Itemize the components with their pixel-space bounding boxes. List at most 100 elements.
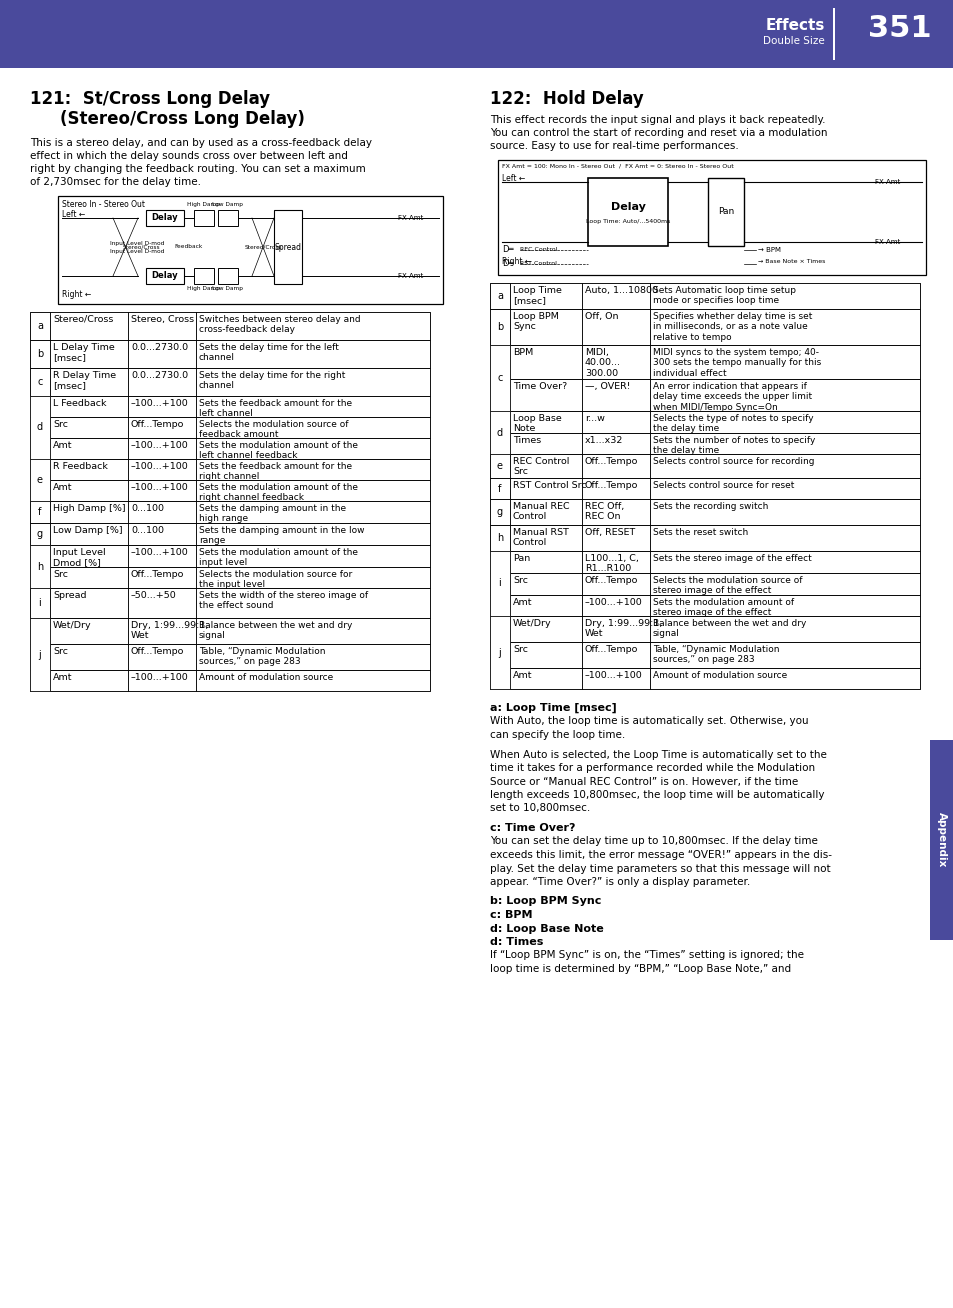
Bar: [490, 573, 919, 595]
Bar: [30, 459, 50, 501]
Bar: [490, 433, 919, 454]
Text: Spread: Spread: [274, 242, 301, 251]
Bar: [128, 459, 195, 480]
Text: h: h: [37, 561, 43, 572]
Text: g: g: [37, 528, 43, 539]
Bar: [30, 459, 50, 480]
Bar: [128, 480, 195, 501]
Bar: [649, 379, 919, 411]
Text: High Damp [%]: High Damp [%]: [53, 504, 126, 513]
Text: Off...Tempo: Off...Tempo: [131, 647, 184, 657]
Text: R Delay Time
[msec]: R Delay Time [msec]: [53, 371, 116, 390]
Text: time it takes for a performance recorded while the Modulation: time it takes for a performance recorded…: [490, 763, 814, 773]
Bar: [581, 379, 649, 411]
Bar: [30, 368, 430, 396]
Bar: [30, 566, 430, 589]
Text: Sets the damping amount in the low
range: Sets the damping amount in the low range: [199, 526, 364, 545]
Text: Sets the recording switch: Sets the recording switch: [652, 502, 767, 511]
Bar: [58, 196, 442, 303]
Bar: [30, 396, 50, 417]
Bar: [50, 417, 128, 438]
Bar: [490, 525, 510, 551]
Text: d: d: [497, 417, 502, 426]
Text: h: h: [497, 532, 502, 543]
Text: –100...+100: –100...+100: [131, 399, 189, 408]
Text: 0.0...2730.0: 0.0...2730.0: [131, 371, 188, 381]
Bar: [30, 545, 50, 566]
Text: j: j: [38, 627, 41, 636]
Text: BPM: BPM: [513, 348, 533, 357]
Text: Sets Automatic loop time setup
mode or specifies loop time: Sets Automatic loop time setup mode or s…: [652, 286, 795, 305]
Bar: [490, 616, 510, 642]
Text: a: Loop Time [msec]: a: Loop Time [msec]: [490, 702, 616, 713]
Text: Balance between the wet and dry
signal: Balance between the wet and dry signal: [199, 621, 352, 641]
Bar: [30, 417, 50, 438]
Text: Wet/Dry: Wet/Dry: [513, 619, 551, 628]
Text: Selects the modulation source of
stereo image of the effect: Selects the modulation source of stereo …: [652, 576, 801, 595]
Text: j: j: [38, 650, 41, 659]
Text: Amt: Amt: [53, 441, 72, 450]
Bar: [490, 525, 919, 551]
Text: Dry, 1:99...99:1,
Wet: Dry, 1:99...99:1, Wet: [584, 619, 661, 638]
Text: Off, On: Off, On: [584, 313, 618, 320]
Text: (Stereo/Cross Long Delay): (Stereo/Cross Long Delay): [60, 110, 305, 128]
Bar: [30, 566, 50, 589]
Bar: [707, 178, 743, 246]
Bar: [490, 642, 919, 668]
Bar: [581, 668, 649, 689]
Bar: [218, 268, 237, 284]
Bar: [195, 617, 430, 644]
Text: length exceeds 10,800msec, the loop time will be automatically: length exceeds 10,800msec, the loop time…: [490, 790, 823, 800]
Text: Effects: Effects: [765, 18, 824, 33]
Text: Src: Src: [53, 647, 68, 657]
Bar: [128, 644, 195, 670]
Bar: [490, 551, 510, 573]
Bar: [510, 525, 581, 551]
Bar: [581, 345, 649, 379]
Bar: [30, 670, 430, 691]
Text: L Delay Time
[msec]: L Delay Time [msec]: [53, 343, 114, 362]
Bar: [581, 498, 649, 525]
Text: –50...+50: –50...+50: [131, 591, 176, 600]
Text: Src: Src: [53, 420, 68, 429]
Bar: [649, 433, 919, 454]
Bar: [50, 523, 128, 545]
Text: Selects the modulation source of
feedback amount: Selects the modulation source of feedbac…: [199, 420, 348, 439]
Bar: [490, 477, 919, 498]
Bar: [128, 670, 195, 691]
Text: x1...x32: x1...x32: [584, 436, 622, 445]
Bar: [128, 368, 195, 396]
Text: f: f: [497, 484, 501, 493]
Bar: [581, 454, 649, 477]
Bar: [510, 551, 581, 573]
Bar: [195, 480, 430, 501]
Text: –100...+100: –100...+100: [131, 674, 189, 681]
Text: a: a: [497, 290, 502, 301]
Text: Sets the width of the stereo image of
the effect sound: Sets the width of the stereo image of th…: [199, 591, 368, 611]
Bar: [490, 283, 919, 309]
Bar: [510, 642, 581, 668]
Text: → BPM: → BPM: [758, 247, 781, 252]
Bar: [30, 396, 50, 459]
Text: play. Set the delay time parameters so that this message will not: play. Set the delay time parameters so t…: [490, 863, 830, 874]
Bar: [581, 433, 649, 454]
Bar: [50, 480, 128, 501]
Text: –100...+100: –100...+100: [131, 483, 189, 492]
Bar: [649, 477, 919, 498]
Text: Input Level
Dmod [%]: Input Level Dmod [%]: [53, 548, 106, 568]
Text: Selects the type of notes to specify
the delay time: Selects the type of notes to specify the…: [652, 415, 813, 433]
Text: 0...100: 0...100: [131, 504, 164, 513]
Text: D═: D═: [501, 245, 513, 254]
Bar: [50, 566, 128, 589]
Bar: [490, 345, 510, 411]
Bar: [490, 595, 510, 616]
Text: –100...+100: –100...+100: [131, 548, 189, 557]
Bar: [30, 313, 50, 340]
Text: This effect records the input signal and plays it back repeatedly.: This effect records the input signal and…: [490, 115, 824, 126]
Text: 0...100: 0...100: [131, 526, 164, 535]
Bar: [30, 438, 50, 459]
Bar: [30, 617, 430, 644]
Text: RST Control Src: RST Control Src: [513, 481, 586, 490]
Text: Wet/Dry: Wet/Dry: [53, 621, 91, 630]
Text: i: i: [498, 578, 501, 589]
